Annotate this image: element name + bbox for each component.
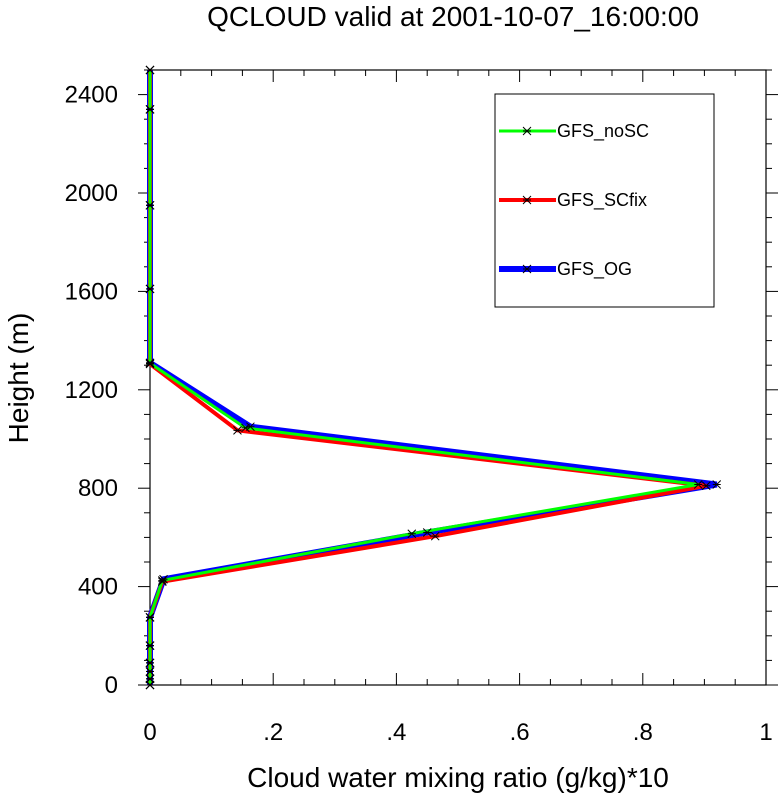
y-tick-labels: 0 400 800 1200 1600 2000 2400 bbox=[65, 82, 118, 699]
y-tick-label: 0 bbox=[105, 672, 118, 699]
y-tick-label: 2000 bbox=[65, 180, 118, 207]
data-point-gfs-nosc bbox=[407, 529, 417, 539]
data-point-gfs-nosc bbox=[145, 284, 155, 294]
data-point-gfs-nosc bbox=[145, 612, 155, 622]
data-point-gfs-scfix bbox=[430, 531, 440, 541]
y-tick-label: 1600 bbox=[65, 278, 118, 305]
chart-title: QCLOUD valid at 2001-10-07_16:00:00 bbox=[207, 1, 699, 32]
legend: GFS_noSC GFS_SCfix GFS_OG bbox=[494, 93, 715, 308]
y-tick-label: 400 bbox=[78, 574, 118, 601]
legend-marker-gfs-scfix bbox=[522, 195, 532, 205]
x-tick-label: .8 bbox=[633, 719, 653, 746]
data-point-gfs-scfix bbox=[233, 426, 242, 435]
data-point-gfs-scfix bbox=[145, 359, 155, 369]
data-point-gfs-nosc bbox=[693, 480, 703, 489]
data-point-gfs-og bbox=[712, 480, 722, 489]
x-tick-label: .4 bbox=[386, 719, 406, 746]
data-point-gfs-nosc bbox=[145, 105, 155, 114]
data-point-gfs-nosc bbox=[145, 358, 155, 368]
legend-item-gfs-og: GFS_OG bbox=[499, 259, 632, 280]
legend-item-gfs-scfix: GFS_SCfix bbox=[499, 190, 647, 211]
data-point-gfs-nosc bbox=[145, 65, 155, 75]
x-tick-labels: 0 .2 .4 .6 .8 1 bbox=[143, 719, 772, 746]
legend-label-gfs-og: GFS_OG bbox=[557, 259, 632, 280]
data-point-gfs-scfix bbox=[157, 577, 167, 587]
x-axis-label: Cloud water mixing ratio (g/kg)*10 bbox=[247, 762, 669, 793]
legend-label-gfs-scfix: GFS_SCfix bbox=[557, 190, 647, 211]
legend-item-gfs-nosc: GFS_noSC bbox=[499, 121, 649, 142]
series-layer bbox=[145, 65, 722, 690]
x-tick-label: 0 bbox=[143, 719, 156, 746]
x-tick-label: 1 bbox=[759, 719, 772, 746]
x-tick-label: .6 bbox=[510, 719, 530, 746]
data-point-gfs-og bbox=[246, 422, 255, 432]
legend-marker-gfs-og bbox=[522, 264, 532, 274]
data-point-gfs-nosc bbox=[145, 658, 155, 668]
data-point-gfs-nosc bbox=[145, 667, 155, 676]
y-tick-label: 800 bbox=[78, 475, 118, 502]
legend-label-gfs-nosc: GFS_noSC bbox=[557, 121, 649, 142]
data-point-gfs-og bbox=[422, 528, 432, 537]
data-point-gfs-scfix bbox=[701, 481, 711, 491]
y-tick-label: 1200 bbox=[65, 377, 118, 404]
legend-marker-gfs-nosc bbox=[522, 126, 532, 136]
data-point-gfs-nosc bbox=[145, 674, 155, 684]
data-point-gfs-nosc bbox=[145, 200, 155, 210]
data-point-gfs-nosc bbox=[241, 423, 250, 433]
y-axis-label: Height (m) bbox=[3, 313, 34, 444]
data-point-gfs-nosc bbox=[145, 641, 155, 650]
x-tick-label: .2 bbox=[263, 719, 283, 746]
data-point-gfs-nosc bbox=[145, 680, 155, 690]
data-point-gfs-nosc bbox=[157, 576, 167, 585]
y-tick-label: 2400 bbox=[65, 82, 118, 109]
